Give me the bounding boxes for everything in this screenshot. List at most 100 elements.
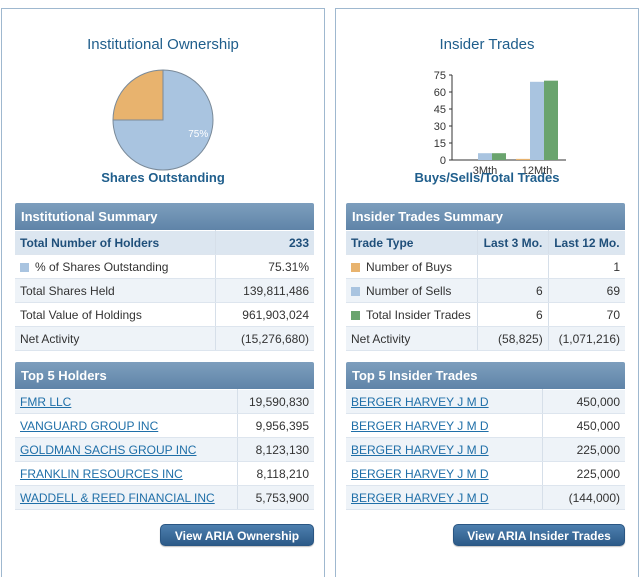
bar-12mth-number-of-sells	[530, 81, 544, 160]
holder-link[interactable]: WADDELL & REED FINANCIAL INC	[20, 490, 215, 505]
holder-shares: 9,956,395	[237, 413, 314, 438]
pie-slice-other	[112, 69, 164, 121]
y-tick-label: 0	[440, 155, 446, 167]
buys-12mo-value: 1	[548, 254, 625, 279]
insider-trade-value: 450,000	[542, 389, 625, 414]
table-row: WADDELL & REED FINANCIAL INC 5,753,900	[15, 485, 314, 510]
table-row: Net Activity (58,825) (1,071,216)	[346, 326, 625, 351]
net-activity-label: Net Activity	[15, 326, 216, 351]
insider-trade-value: 225,000	[542, 437, 625, 462]
holder-link[interactable]: VANGUARD GROUP INC	[20, 418, 159, 433]
table-row: GOLDMAN SACHS GROUP INC 8,123,130	[15, 437, 314, 462]
total-12mo-value: 70	[548, 302, 625, 327]
sells-swatch-icon	[351, 286, 360, 296]
last-12mo-column: Last 12 Mo.	[548, 230, 625, 255]
holder-link[interactable]: GOLDMAN SACHS GROUP INC	[20, 442, 197, 457]
table-row: FMR LLC 19,590,830	[15, 389, 314, 414]
buys-swatch-icon	[351, 262, 360, 272]
institutional-summary-table: Total Number of Holders 233 % of Shares …	[15, 230, 314, 351]
insider-link[interactable]: BERGER HARVEY J M D	[351, 466, 489, 481]
bar-3mth-number-of-sells	[478, 153, 492, 160]
insider-trades-summary-header: Insider Trades Summary	[346, 203, 625, 230]
holder-shares: 5,753,900	[237, 485, 314, 510]
bar-3mth-total-insider-trades	[492, 153, 506, 160]
table-row: FRANKLIN RESOURCES INC 8,118,210	[15, 461, 314, 486]
institutional-summary-header: Institutional Summary	[15, 203, 314, 230]
total-value-holdings-label: Total Value of Holdings	[15, 302, 216, 327]
total-value-holdings-value: 961,903,024	[215, 302, 314, 327]
shares-outstanding-pct-label: % of Shares Outstanding	[35, 259, 169, 274]
top-holders-table: FMR LLC 19,590,830 VANGUARD GROUP INC 9,…	[15, 389, 314, 510]
institutional-ownership-title: Institutional Ownership	[87, 36, 239, 53]
net-activity-12mo-value: (1,071,216)	[548, 326, 625, 351]
bar-12mth-number-of-buys	[516, 158, 530, 160]
table-row: Number of Sells 6 69	[346, 278, 625, 303]
insider-link[interactable]: BERGER HARVEY J M D	[351, 490, 489, 505]
table-row: Net Activity (15,276,680)	[15, 326, 314, 351]
total-holders-value: 233	[215, 230, 314, 255]
insider-trades-summary-table: Trade Type Last 3 Mo. Last 12 Mo. Number…	[346, 230, 625, 351]
holder-shares: 19,590,830	[237, 389, 314, 414]
insider-trades-panel: Insider Trades 75 60 45 30 15 0 3Mth 12Mth Buys…	[335, 8, 639, 577]
institutional-ownership-panel: Institutional Ownership 75% Shares Outst…	[1, 8, 325, 577]
y-tick-label: 75	[434, 70, 446, 82]
insider-link[interactable]: BERGER HARVEY J M D	[351, 442, 489, 457]
table-row: BERGER HARVEY J M D (144,000)	[346, 485, 625, 510]
total-holders-label: Total Number of Holders	[15, 230, 216, 255]
buys-sells-total-caption: Buys/Sells/Total Trades	[414, 170, 560, 185]
pie-slice-held	[112, 69, 214, 171]
table-row: BERGER HARVEY J M D 225,000	[346, 437, 625, 462]
bar-12mth-total-insider-trades	[544, 80, 558, 160]
top-holders-header: Top 5 Holders	[15, 362, 314, 389]
x-tick-label: 3Mth	[473, 165, 497, 177]
table-row: Total Shares Held 139,811,486	[15, 278, 314, 303]
insider-net-activity-label: Net Activity	[346, 326, 479, 351]
table-row: Number of Buys 1	[346, 254, 625, 279]
total-shares-held-value: 139,811,486	[215, 278, 314, 303]
sells-swatch-icon	[20, 262, 29, 272]
insider-trade-value: 225,000	[542, 461, 625, 486]
insider-trades-bar-chart: 75 60 45 30 15 0 3Mth 12Mth	[434, 70, 566, 177]
pie-slice-label: 75%	[188, 129, 208, 140]
insider-link[interactable]: BERGER HARVEY J M D	[351, 394, 489, 409]
table-row: Total Value of Holdings 961,903,024	[15, 302, 314, 327]
shares-outstanding-pct-value: 75.31%	[215, 254, 314, 279]
net-activity-value: (15,276,680)	[215, 326, 314, 351]
x-tick-label: 12Mth	[522, 165, 553, 177]
insider-trade-value: 450,000	[542, 413, 625, 438]
total-insider-trades-label: Total Insider Trades	[366, 307, 471, 322]
holder-link[interactable]: FMR LLC	[20, 394, 72, 409]
table-row: BERGER HARVEY J M D 450,000	[346, 413, 625, 438]
holder-shares: 8,123,130	[237, 437, 314, 462]
table-row: BERGER HARVEY J M D 450,000	[346, 389, 625, 414]
number-of-buys-label: Number of Buys	[366, 259, 453, 274]
holder-link[interactable]: FRANKLIN RESOURCES INC	[20, 466, 183, 481]
top-insider-trades-header: Top 5 Insider Trades	[346, 362, 625, 389]
total-swatch-icon	[351, 310, 360, 320]
total-shares-held-label: Total Shares Held	[15, 278, 216, 303]
net-activity-3mo-value: (58,825)	[477, 326, 549, 351]
insider-trade-value: (144,000)	[542, 485, 625, 510]
y-tick-label: 60	[434, 87, 446, 99]
ownership-pie-chart: 75%	[112, 69, 214, 171]
total-3mo-value: 6	[477, 302, 549, 327]
y-tick-label: 45	[434, 104, 446, 116]
last-3mo-column: Last 3 Mo.	[477, 230, 549, 255]
insider-trades-title: Insider Trades	[439, 36, 535, 53]
view-aria-ownership-button[interactable]: View ARIA Ownership	[160, 524, 314, 546]
number-of-sells-label: Number of Sells	[366, 283, 452, 298]
table-row: % of Shares Outstanding 75.31%	[15, 254, 314, 279]
top-insider-trades-table: BERGER HARVEY J M D 450,000 BERGER HARVE…	[346, 389, 625, 510]
trade-type-column: Trade Type	[346, 230, 479, 255]
insider-link[interactable]: BERGER HARVEY J M D	[351, 418, 489, 433]
shares-outstanding-caption: Shares Outstanding	[101, 170, 225, 185]
y-tick-label: 30	[434, 121, 446, 133]
table-row: Total Insider Trades 6 70	[346, 302, 625, 327]
holder-shares: 8,118,210	[237, 461, 314, 486]
sells-3mo-value: 6	[477, 278, 549, 303]
sells-12mo-value: 69	[548, 278, 625, 303]
view-aria-insider-trades-button[interactable]: View ARIA Insider Trades	[453, 524, 625, 546]
y-tick-label: 15	[434, 138, 446, 150]
table-row: VANGUARD GROUP INC 9,956,395	[15, 413, 314, 438]
buys-3mo-value	[477, 254, 549, 279]
